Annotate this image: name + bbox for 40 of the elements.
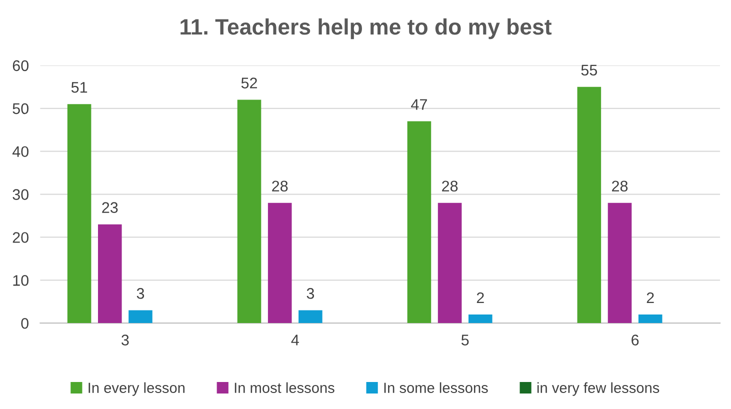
chart-title: 11. Teachers help me to do my best (180, 18, 552, 40)
x-tick-label: 6 (632, 334, 639, 346)
legend-label: in very few lessons (537, 382, 660, 396)
y-tick-label: 0 (21, 318, 28, 329)
x-tick-label: 3 (122, 334, 129, 346)
y-tick-label: 40 (12, 146, 28, 158)
bar (438, 202, 462, 324)
data-label: 47 (411, 99, 427, 110)
legend-label: In most lessons (234, 382, 334, 393)
data-label: 52 (241, 78, 257, 88)
x-tick-label: 4 (291, 334, 299, 346)
y-tick-label: 50 (12, 103, 28, 114)
x-tick-label: 5 (461, 334, 469, 346)
bar (268, 202, 292, 324)
data-label: 2 (476, 292, 484, 304)
data-label: 23 (102, 202, 118, 213)
legend-label: In some lessons (384, 382, 488, 393)
bar (298, 310, 322, 324)
data-label: 3 (136, 288, 144, 299)
bar (128, 310, 152, 324)
y-tick-label: 10 (13, 275, 28, 286)
data-label: 28 (442, 180, 458, 192)
data-label: 51 (71, 82, 88, 93)
bar (237, 100, 262, 324)
bar (67, 104, 92, 324)
bar (468, 314, 492, 324)
data-label: 3 (306, 288, 314, 299)
bar (638, 314, 662, 324)
data-label: 55 (581, 64, 598, 76)
data-label: 2 (646, 292, 654, 304)
y-tick-label: 30 (12, 189, 28, 200)
data-label: 28 (612, 180, 628, 192)
data-label: 28 (272, 180, 288, 192)
y-tick-label: 20 (12, 232, 28, 243)
legend-label: In every lesson (88, 382, 184, 396)
bar (407, 121, 432, 324)
bar (98, 224, 122, 324)
y-tick-label: 60 (12, 60, 28, 72)
bar (608, 202, 632, 324)
bar (577, 86, 602, 324)
